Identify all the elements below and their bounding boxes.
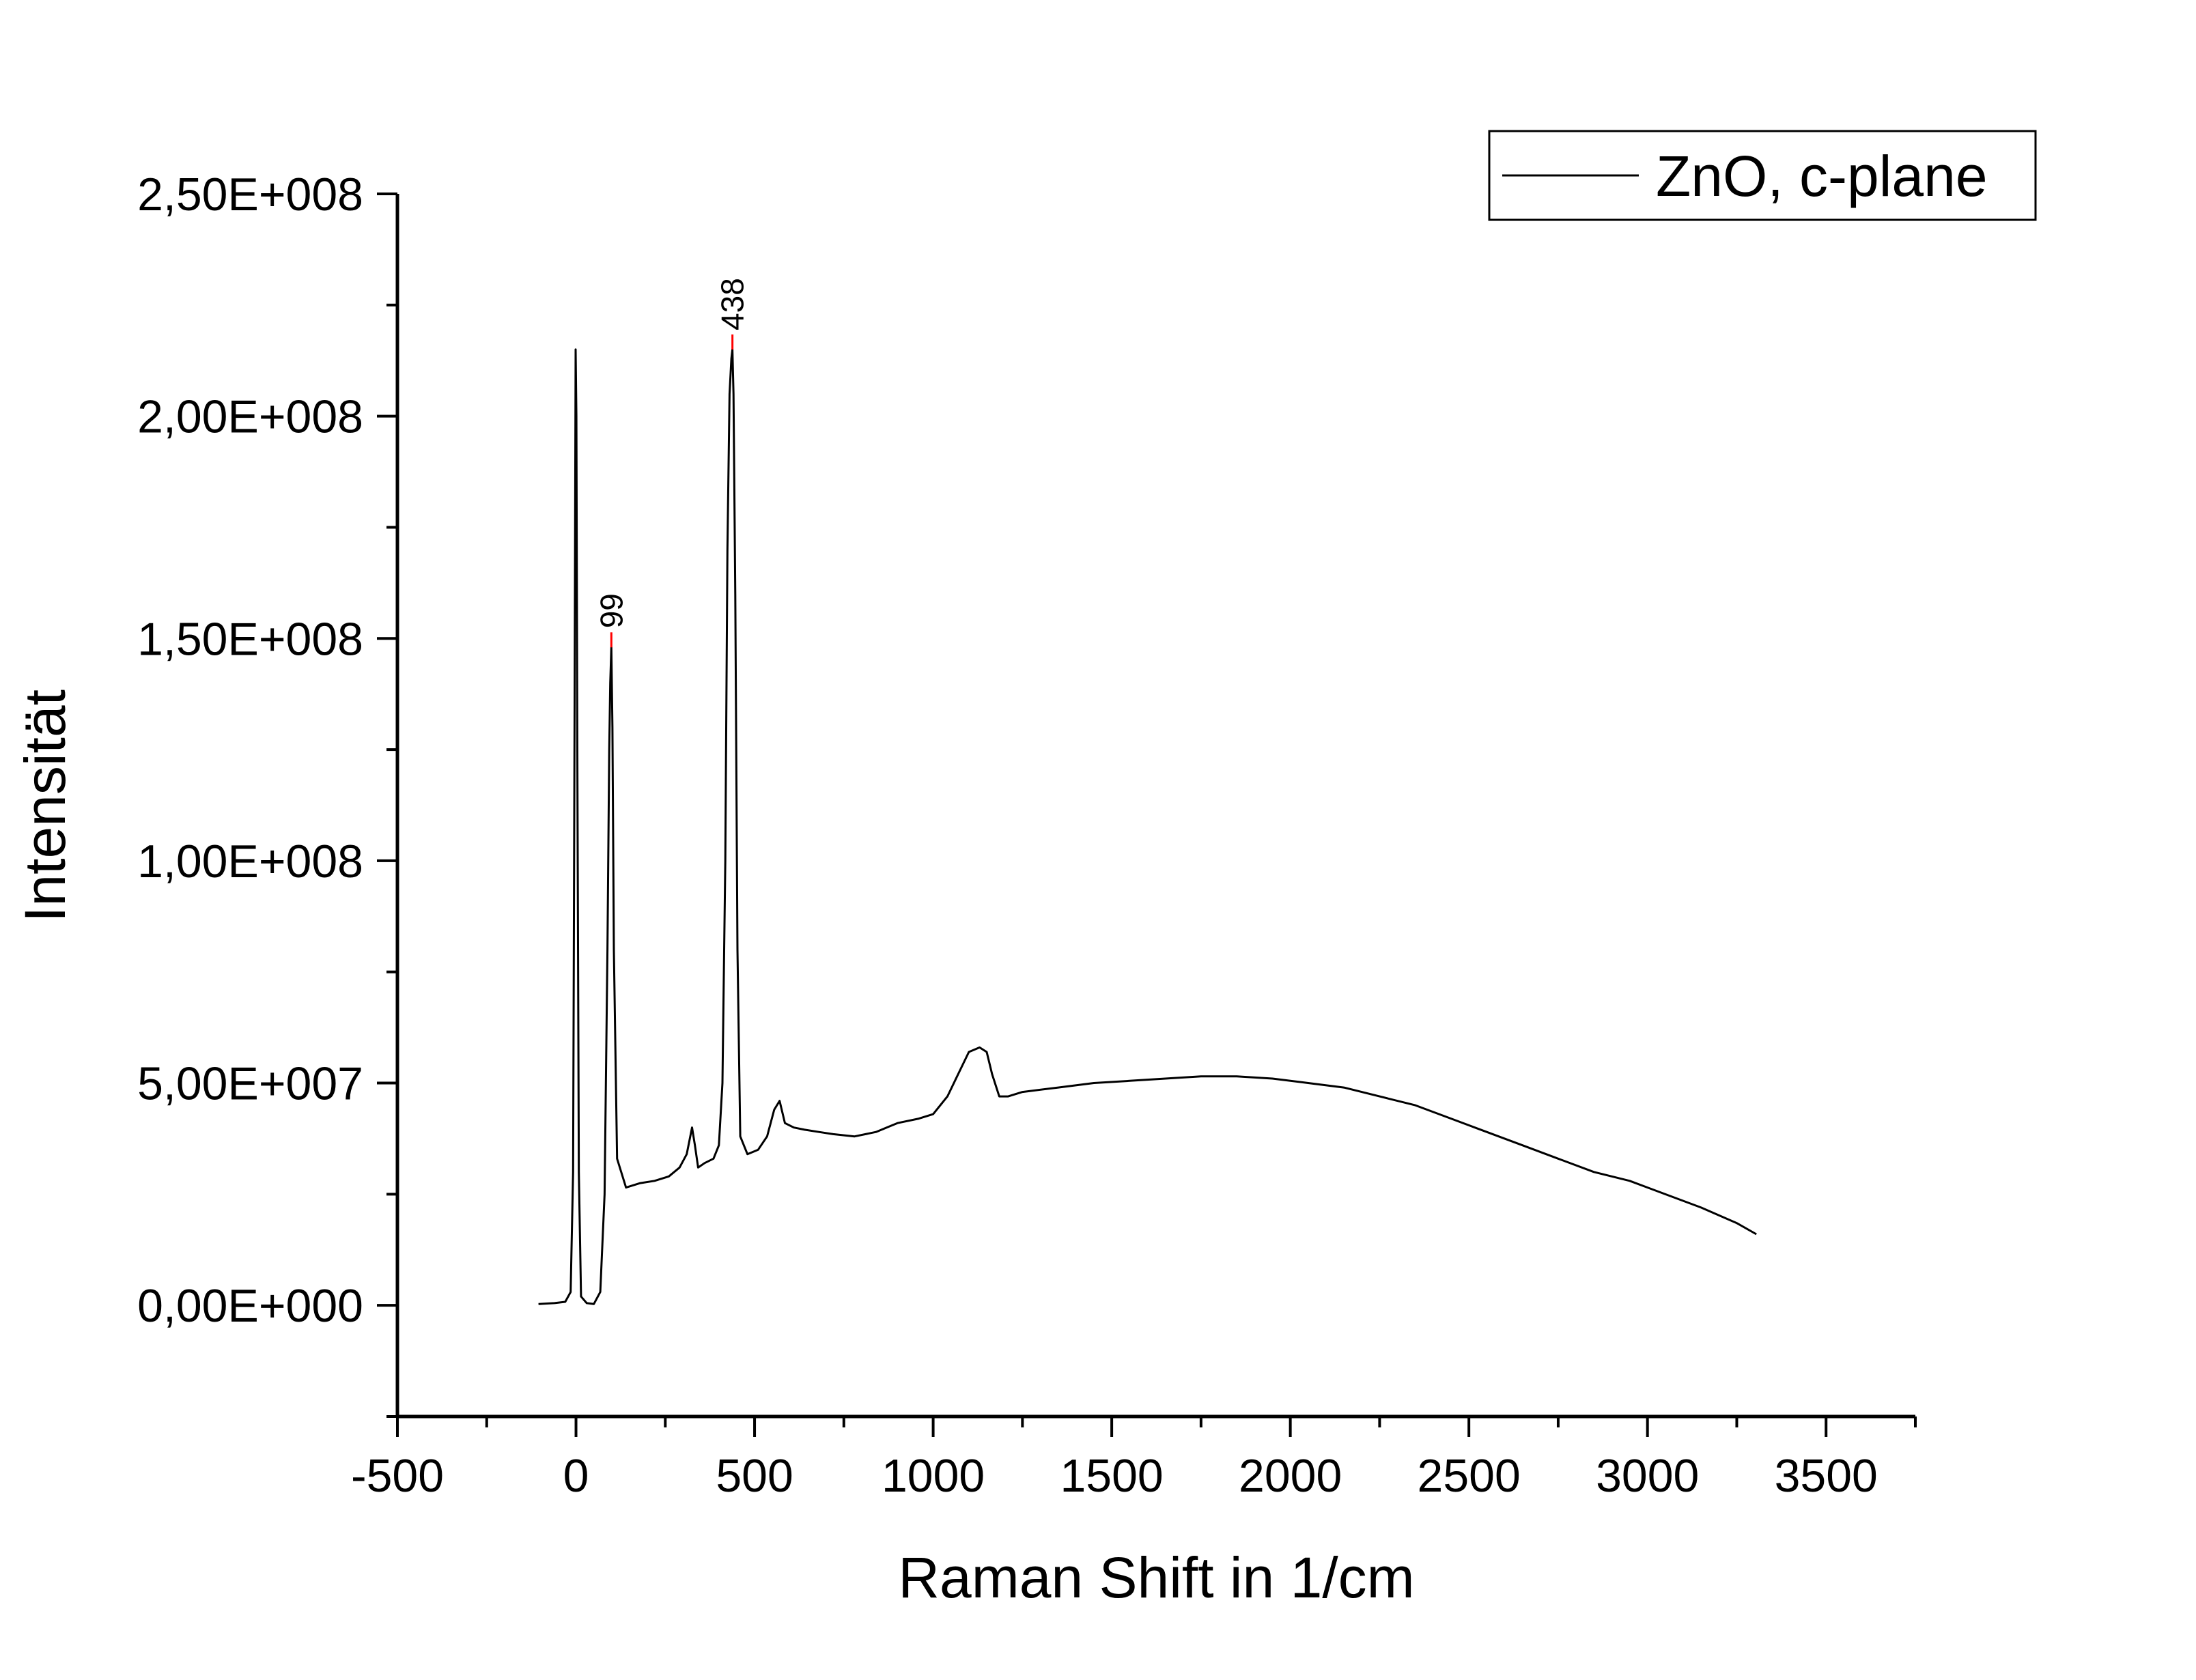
peak-annotations: 99 438 — [593, 278, 750, 648]
peak-label: 438 — [715, 278, 750, 330]
y-tick-label: 2,50E+008 — [137, 169, 363, 220]
x-tick-label: 3000 — [1596, 1450, 1699, 1502]
legend-label: ZnO, c-plane — [1656, 144, 1988, 208]
x-tick-label: 500 — [716, 1450, 793, 1502]
legend: ZnO, c-plane — [1488, 130, 2037, 221]
plot-area — [538, 348, 1757, 1305]
y-tick-label: 5,00E+007 — [137, 1058, 363, 1110]
y-tick-label: 0,00E+000 — [137, 1280, 363, 1332]
x-axis-title: Raman Shift in 1/cm — [898, 1546, 1414, 1610]
y-tick-label: 1,50E+008 — [137, 613, 363, 665]
x-tick-label: 1500 — [1060, 1450, 1163, 1502]
y-tick-label: 1,00E+008 — [137, 836, 363, 887]
x-tick-label: 2500 — [1418, 1450, 1521, 1502]
x-tick-label: 3500 — [1775, 1450, 1878, 1502]
x-tick-label: 2000 — [1239, 1450, 1342, 1502]
y-axis-ticks: 0,00E+000 5,00E+007 1,00E+008 1,50E+008 2,00… — [137, 169, 397, 1418]
peak-label: 99 — [593, 593, 629, 628]
x-axis-ticks: -500 0 500 1000 1500 2000 2500 3000 3500 — [351, 1416, 1917, 1502]
y-axis-title: Intensität — [13, 689, 77, 922]
x-tick-label: 0 — [563, 1450, 589, 1502]
x-tick-label: -500 — [351, 1450, 444, 1502]
series-line — [538, 348, 1757, 1305]
y-tick-label: 2,00E+008 — [137, 391, 363, 443]
x-tick-label: 1000 — [882, 1450, 985, 1502]
